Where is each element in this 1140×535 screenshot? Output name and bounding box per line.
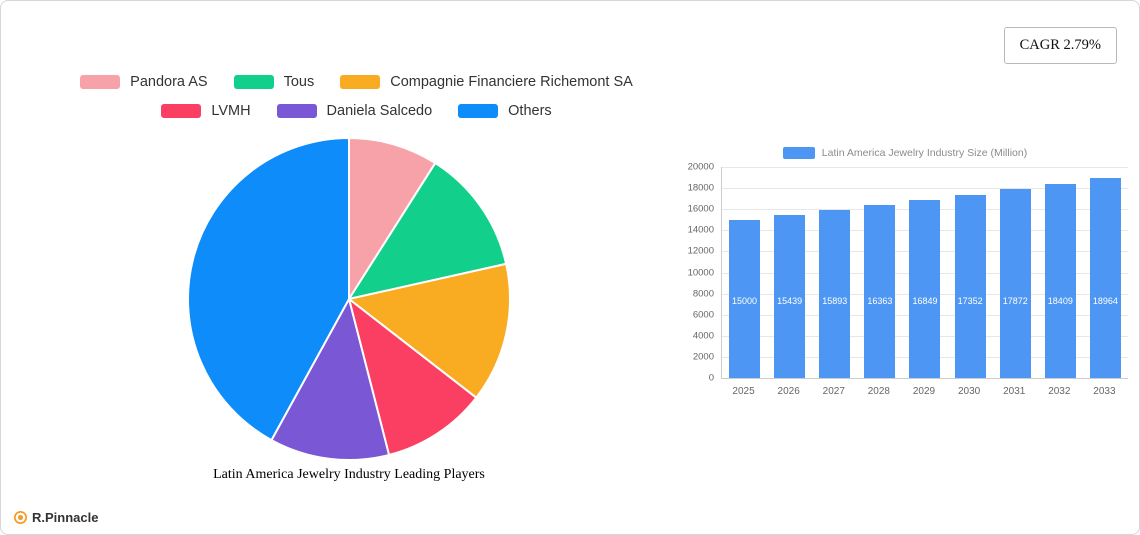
bar-value-label: 15893: [822, 296, 848, 306]
bar-column-2030: 17352: [948, 167, 993, 378]
gridline: [722, 167, 1128, 168]
bar-column-2025: 15000: [722, 167, 767, 378]
pie-legend-item-lvmh[interactable]: LVMH: [161, 103, 251, 119]
pie-legend-item-others[interactable]: Others: [458, 103, 552, 119]
bar-value-label: 17352: [957, 296, 983, 306]
bar-column-2032: 18409: [1038, 167, 1083, 378]
y-tick-label: 16000: [687, 203, 714, 215]
bar-chart-section: Latin America Jewelry Industry Size (Mil…: [677, 147, 1133, 397]
y-tick-label: 8000: [692, 288, 714, 300]
brand-logo: R.Pinnacle: [14, 510, 98, 525]
bar-chart-legend[interactable]: Latin America Jewelry Industry Size (Mil…: [677, 147, 1133, 159]
bar-column-2033: 18964: [1083, 167, 1128, 378]
bar-value-label: 15439: [777, 296, 803, 306]
legend-swatch: [276, 104, 317, 118]
x-axis: 2025 2026 2027 2028 2029 2030 2031 2032 2033: [721, 386, 1127, 397]
pie-slice-lvmh: [348, 298, 478, 456]
bar-column-2031: 17872: [993, 167, 1038, 378]
x-tick-label-2026: 2026: [777, 386, 800, 397]
bar-column-2029: 16849: [902, 167, 947, 378]
y-tick-label: 4000: [692, 330, 714, 342]
y-tick-label: 14000: [687, 224, 714, 236]
legend-label: Compagnie Financiere Richemont SA: [390, 74, 633, 90]
bar-2027: 15893: [819, 210, 851, 378]
brand-text: R.Pinnacle: [32, 510, 99, 525]
legend-swatch: [233, 75, 274, 89]
pie-legend-item-pandora-as[interactable]: Pandora AS: [80, 74, 208, 90]
legend-label: Pandora AS: [130, 74, 208, 90]
legend-swatch: [458, 104, 499, 118]
pie-legend: Pandora AS Tous Compagnie Financiere Riche…: [29, 74, 684, 119]
bar-value-label: 18964: [1092, 296, 1118, 306]
pie-chart-title: Latin America Jewelry Industry Leading P…: [213, 467, 485, 482]
legend-label: Others: [508, 103, 552, 119]
pie-slice-others: [187, 137, 350, 442]
bar-2033: 18964: [1089, 177, 1121, 378]
legend-label: LVMH: [211, 103, 251, 119]
x-tick-label-2033: 2033: [1093, 386, 1116, 397]
x-tick-label-2025: 2025: [732, 386, 755, 397]
bar-2029: 16849: [909, 200, 941, 378]
bar-value-label: 18409: [1047, 296, 1073, 306]
bar-value-label: 16363: [867, 296, 893, 306]
pie-legend-item-compagnie-financiere-richemont-sa[interactable]: Compagnie Financiere Richemont SA: [340, 74, 633, 90]
pie-slice-daniela-salcedo: [270, 298, 391, 461]
bar-value-label: 16849: [912, 296, 938, 306]
bar-legend-label: Latin America Jewelry Industry Size (Mil…: [821, 147, 1028, 159]
bar-value-label: 15000: [732, 296, 758, 306]
pie-legend-item-daniela-salcedo[interactable]: Daniela Salcedo: [276, 103, 433, 119]
bar-2032: 18409: [1044, 183, 1076, 378]
y-tick-label: 12000: [687, 245, 714, 257]
legend-swatch: [340, 75, 381, 89]
x-tick-label-2029: 2029: [912, 386, 936, 397]
brand-icon: [14, 511, 27, 524]
bar-2028: 16363: [864, 205, 896, 378]
y-tick-label: 2000: [692, 351, 714, 363]
bar-column-2027: 15893: [812, 167, 857, 378]
bar-column-2026: 15439: [767, 167, 812, 378]
x-tick-label-2030: 2030: [957, 386, 981, 397]
bar-2031: 17872: [999, 189, 1031, 378]
bars-container: 15000 15439 15893 16363 16849 17352 17872 18409…: [722, 167, 1128, 378]
legend-label: Tous: [283, 74, 315, 90]
pie-legend-item-tous[interactable]: Tous: [233, 74, 315, 90]
x-tick-label-2032: 2032: [1048, 386, 1071, 397]
legend-swatch: [80, 75, 121, 89]
legend-swatch: [161, 104, 202, 118]
x-tick-label-2027: 2027: [822, 386, 845, 397]
y-tick-label: 0: [708, 372, 714, 384]
pie-slice-pandora-as: [348, 137, 437, 300]
bar-legend-swatch: [782, 147, 815, 159]
y-axis: 0 2000 4000 6000 8000 10000 12000 14000 16000 180…: [677, 162, 721, 384]
y-tick-label: 20000: [687, 161, 714, 173]
bar-value-label: 17872: [1002, 296, 1028, 306]
pie-slice-compagnie-financiere-richemont-sa: [348, 262, 511, 399]
pie-chart: [187, 137, 511, 461]
bar-plot-area: 15000 15439 15893 16363 16849 17352 17872 18409…: [721, 167, 1128, 379]
pie-slice-tous: [348, 162, 508, 300]
legend-label: Daniela Salcedo: [326, 103, 433, 119]
bar-2030: 17352: [954, 194, 986, 378]
cagr-badge: CAGR 2.79%: [1003, 27, 1117, 64]
bar-2026: 15439: [774, 215, 806, 378]
bar-2025: 15000: [729, 219, 761, 378]
y-tick-label: 18000: [687, 182, 714, 194]
bar-column-2028: 16363: [857, 167, 902, 378]
x-tick-label-2031: 2031: [1003, 386, 1026, 397]
y-tick-label: 6000: [692, 309, 714, 321]
y-tick-label: 10000: [687, 267, 714, 278]
bar-plot-row: 0 2000 4000 6000 8000 10000 12000 14000 16000 180…: [677, 162, 1133, 384]
gridline: [722, 188, 1128, 190]
x-tick-label-2028: 2028: [867, 386, 890, 397]
